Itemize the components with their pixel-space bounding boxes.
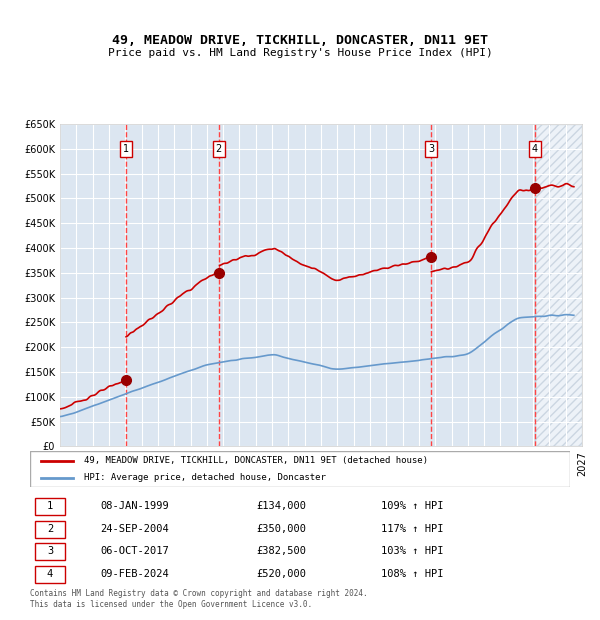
FancyBboxPatch shape — [35, 543, 65, 560]
Text: 49, MEADOW DRIVE, TICKHILL, DONCASTER, DN11 9ET (detached house): 49, MEADOW DRIVE, TICKHILL, DONCASTER, D… — [84, 456, 428, 465]
Text: £350,000: £350,000 — [257, 524, 307, 534]
Bar — [535, 124, 582, 446]
Text: 3: 3 — [47, 546, 53, 556]
Text: Price paid vs. HM Land Registry's House Price Index (HPI): Price paid vs. HM Land Registry's House … — [107, 48, 493, 58]
FancyBboxPatch shape — [35, 498, 65, 515]
Text: 24-SEP-2004: 24-SEP-2004 — [100, 524, 169, 534]
Bar — [60, 124, 126, 446]
Text: 2: 2 — [47, 524, 53, 534]
Text: £520,000: £520,000 — [257, 569, 307, 578]
FancyBboxPatch shape — [35, 565, 65, 583]
Text: 08-JAN-1999: 08-JAN-1999 — [100, 501, 169, 512]
Text: 4: 4 — [47, 569, 53, 578]
Text: 109% ↑ HPI: 109% ↑ HPI — [381, 501, 443, 512]
Text: 108% ↑ HPI: 108% ↑ HPI — [381, 569, 443, 578]
Text: 4: 4 — [532, 144, 538, 154]
Bar — [535, 124, 582, 446]
Bar — [219, 124, 431, 446]
Text: 1: 1 — [122, 144, 129, 154]
Text: 1: 1 — [47, 501, 53, 512]
Bar — [126, 124, 219, 446]
FancyBboxPatch shape — [30, 451, 570, 487]
Text: 06-OCT-2017: 06-OCT-2017 — [100, 546, 169, 556]
Text: 3: 3 — [428, 144, 434, 154]
Bar — [431, 124, 535, 446]
FancyBboxPatch shape — [35, 521, 65, 538]
Text: £134,000: £134,000 — [257, 501, 307, 512]
Text: HPI: Average price, detached house, Doncaster: HPI: Average price, detached house, Donc… — [84, 473, 326, 482]
Text: 103% ↑ HPI: 103% ↑ HPI — [381, 546, 443, 556]
Text: Contains HM Land Registry data © Crown copyright and database right 2024.
This d: Contains HM Land Registry data © Crown c… — [30, 590, 368, 609]
Text: 09-FEB-2024: 09-FEB-2024 — [100, 569, 169, 578]
Text: 2: 2 — [215, 144, 222, 154]
Text: £382,500: £382,500 — [257, 546, 307, 556]
Text: 117% ↑ HPI: 117% ↑ HPI — [381, 524, 443, 534]
Text: 49, MEADOW DRIVE, TICKHILL, DONCASTER, DN11 9ET: 49, MEADOW DRIVE, TICKHILL, DONCASTER, D… — [112, 34, 488, 46]
